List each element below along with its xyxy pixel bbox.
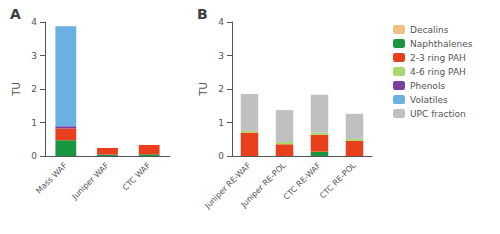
svg-text:3: 3 <box>31 51 37 61</box>
svg-text:2: 2 <box>31 84 37 94</box>
svg-text:A: A <box>10 6 21 22</box>
svg-text:Juniper WAF: Juniper WAF <box>70 161 111 202</box>
svg-text:0: 0 <box>218 151 224 161</box>
svg-text:4: 4 <box>31 17 37 27</box>
svg-text:CTC RE-POL: CTC RE-POL <box>318 160 358 200</box>
svg-text:CTC RE-WAF: CTC RE-WAF <box>282 161 323 202</box>
svg-text:4: 4 <box>218 17 224 27</box>
svg-text:2-3 ring PAH: 2-3 ring PAH <box>410 53 466 63</box>
svg-text:TU: TU <box>11 82 22 96</box>
svg-text:Volatiles: Volatiles <box>410 95 448 105</box>
svg-text:Phenols: Phenols <box>410 81 445 91</box>
svg-text:UPC fraction: UPC fraction <box>410 109 466 119</box>
svg-text:3: 3 <box>218 51 224 61</box>
svg-text:Decalins: Decalins <box>410 25 449 35</box>
svg-text:Naphthalenes: Naphthalenes <box>410 39 473 49</box>
svg-text:1: 1 <box>218 118 224 128</box>
svg-text:Juniper RE-WAF: Juniper RE-WAF <box>203 160 253 211</box>
svg-text:TU: TU <box>198 82 209 96</box>
svg-text:Mass WAF: Mass WAF <box>34 161 69 196</box>
svg-text:4-6 ring PAH: 4-6 ring PAH <box>410 67 466 77</box>
svg-text:2: 2 <box>218 84 224 94</box>
svg-text:B: B <box>197 6 208 22</box>
svg-text:CTC WAF: CTC WAF <box>121 161 153 193</box>
svg-text:0: 0 <box>31 151 37 161</box>
svg-text:1: 1 <box>31 118 37 128</box>
svg-text:Juniper RE-POL: Juniper RE-POL <box>239 160 289 210</box>
